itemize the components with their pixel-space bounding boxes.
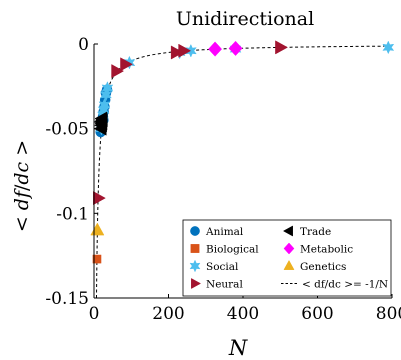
legend-label: Trade	[300, 226, 331, 238]
x-tick-label: 600	[301, 304, 333, 324]
data-point	[94, 111, 108, 126]
legend-label: < df/dc >= -1/N	[302, 279, 388, 291]
data-point	[92, 254, 102, 264]
data-point	[98, 98, 111, 112]
x-tick-label: 800	[376, 304, 401, 324]
legend-item-biological: Biological	[190, 244, 259, 256]
reference-curve	[95, 45, 391, 299]
x-tick-label: 0	[89, 304, 100, 324]
y-tick-label: -0.15	[45, 289, 89, 309]
trade-legend-marker	[282, 225, 293, 237]
data-point	[275, 40, 288, 55]
y-tick-label: 0	[78, 35, 89, 55]
x-tick-label: 200	[152, 304, 184, 324]
legend-item-neural: Neural	[191, 278, 243, 291]
legend-item-metabolic: Metabolic	[283, 242, 353, 256]
legend: Animal Trade Biological Metabolic Social Gene…	[182, 219, 392, 297]
data-point	[228, 40, 243, 56]
neural-legend-marker	[191, 278, 202, 289]
data-point	[101, 81, 114, 95]
social-legend-marker	[189, 259, 201, 273]
data-point	[170, 45, 184, 60]
data-point	[99, 87, 112, 102]
legend-item-trade: Trade	[282, 225, 331, 238]
svg-text:< df/dc >: < df/dc >	[11, 140, 33, 232]
legend-item-animal: Animal	[190, 226, 244, 238]
series-social	[95, 40, 395, 136]
axis-ticks: 0 200 400 600 800 0 -0.05 -0.1 -0.15	[45, 35, 401, 324]
animal-legend-marker	[190, 226, 200, 236]
data-point	[178, 43, 192, 58]
legend-label: Biological	[206, 244, 259, 256]
legend-item-genetics: Genetics	[283, 259, 346, 273]
series-biological	[92, 254, 102, 264]
series-genetics	[90, 222, 105, 236]
y-tick-label: -0.1	[56, 204, 89, 224]
x-axis-label: N	[228, 336, 248, 360]
legend-label: Genetics	[300, 261, 346, 273]
data-point	[111, 64, 125, 79]
genetics-legend-marker	[283, 259, 295, 270]
legend-label: Neural	[206, 279, 243, 291]
legend-label: Social	[206, 261, 239, 273]
legend-label: Metabolic	[300, 244, 353, 256]
legend-label: Animal	[205, 226, 244, 238]
chart-title: Unidirectional	[176, 8, 314, 30]
y-tick-label: -0.05	[45, 120, 89, 140]
series-metabolic	[208, 40, 243, 57]
plot-area	[90, 40, 395, 299]
x-tick-label: 400	[227, 304, 259, 324]
data-point	[208, 41, 223, 57]
data-point	[93, 191, 106, 206]
series-neural	[93, 40, 288, 206]
data-point	[90, 222, 105, 236]
legend-item-reference: < df/dc >= -1/N	[281, 279, 388, 291]
legend-item-social: Social	[189, 259, 239, 273]
biological-legend-marker	[190, 244, 200, 253]
data-point	[120, 57, 134, 72]
metabolic-legend-marker	[283, 242, 295, 255]
data-point	[382, 40, 395, 55]
y-axis-label: < df/dc >	[11, 140, 33, 232]
series-trade	[93, 111, 108, 136]
